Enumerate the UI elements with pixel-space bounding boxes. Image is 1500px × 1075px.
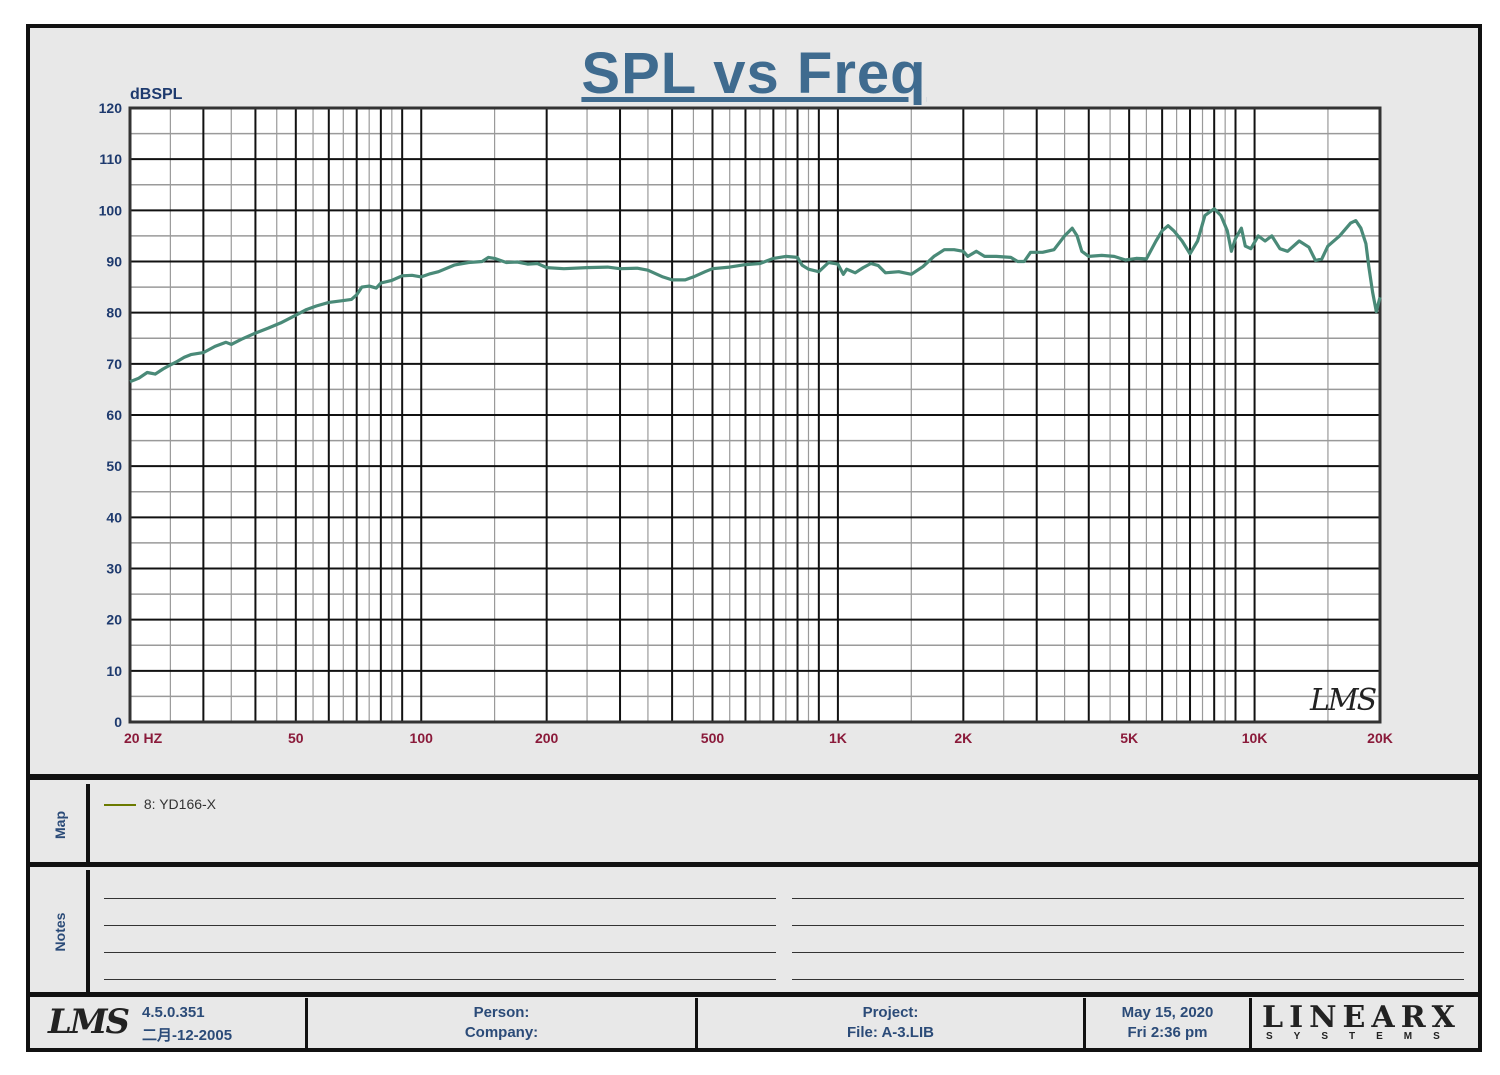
x-tick-label: 50 [288, 730, 304, 746]
legend-entry: 8: YD166-X [143, 796, 217, 812]
x-tick-label: 20K [1367, 730, 1393, 746]
x-tick-label: 100 [410, 730, 434, 746]
legend-swatch [104, 804, 136, 807]
time: Fri 2:36 pm [1127, 1024, 1208, 1041]
footer-version-cell: LMS 4.5.0.351 二月-12-2005 [34, 998, 308, 1048]
linearx-logo: LINEARX [1262, 1000, 1461, 1035]
project-label: Project: [862, 1004, 919, 1021]
y-tick-label: 70 [106, 356, 122, 372]
y-tick-label: 120 [99, 100, 123, 116]
lms-watermark: LMS [1309, 683, 1377, 718]
separator [30, 992, 1478, 997]
version: 4.5.0.351 [142, 1004, 205, 1021]
y-tick-label: 110 [99, 151, 122, 167]
y-tick-label: 60 [106, 407, 122, 423]
x-tick-label: 2K [954, 730, 972, 746]
y-tick-label: 30 [106, 561, 122, 577]
note-line [792, 952, 1464, 953]
person-label: Person: [473, 1004, 530, 1021]
date: May 15, 2020 [1121, 1004, 1214, 1021]
graph-panel: SPL vs Freq 0 10 20 30 40 50 60 70 80 90 100 110 120… [34, 32, 1474, 774]
separator [30, 862, 1478, 867]
linearx-subtitle: SYSTEMS [1266, 1031, 1461, 1042]
y-tick-label: 90 [106, 254, 122, 270]
plot-border [128, 106, 1382, 724]
series-line [129, 207, 1382, 384]
separator [30, 774, 1478, 780]
y-tick-label: 40 [106, 509, 122, 525]
y-tick-label: 100 [99, 202, 123, 218]
notes-label: Notes [52, 912, 68, 952]
file-label: File: A-3.LIB [847, 1024, 934, 1041]
y-tick-label: 50 [106, 458, 122, 474]
legend: 8: YD166-X [104, 796, 216, 812]
note-line [104, 925, 776, 926]
company-label: Company: [464, 1024, 539, 1041]
x-tick-label: 200 [535, 730, 559, 746]
note-line [792, 925, 1464, 926]
footer-date-cell: May 15, 2020 Fri 2:36 pm [1086, 998, 1252, 1048]
x-tick-label: 20 HZ [124, 730, 163, 746]
x-tick-label: 10K [1242, 730, 1268, 746]
map-label: Map [52, 811, 68, 839]
map-side-label: Map [34, 784, 90, 866]
lms-logo: LMS [48, 1002, 130, 1042]
x-tick-label: 1K [829, 730, 847, 746]
chart-title: SPL vs Freq [581, 41, 927, 106]
y-tick-label: 0 [114, 714, 122, 730]
note-line [104, 898, 776, 899]
spl-chart: 0 10 20 30 40 50 60 70 80 90 100 110 120 dBSPL 20 HZ 50… [99, 86, 1393, 746]
map-panel: Map 8: YD166-X [34, 784, 1474, 866]
note-line [104, 952, 776, 953]
x-tick-label: 5K [1120, 730, 1138, 746]
x-tick-label: 500 [701, 730, 725, 746]
footer-person-cell: Person: Company: [308, 998, 698, 1048]
note-line [792, 979, 1464, 980]
build-date: 二月-12-2005 [142, 1027, 233, 1044]
footer-brand-cell: LINEARX SYSTEMS [1252, 998, 1474, 1048]
footer: LMS 4.5.0.351 二月-12-2005 Person: Company… [34, 998, 1474, 1048]
footer-project-cell: Project: File: A-3.LIB [698, 998, 1086, 1048]
notes-panel: Notes [34, 870, 1474, 994]
y-tick-label: 10 [106, 663, 122, 679]
y-tick-label: 20 [106, 612, 122, 628]
report-frame: SPL vs Freq 0 10 20 30 40 50 60 70 80 90 100 110 120… [26, 24, 1482, 1052]
note-line [792, 898, 1464, 899]
note-line [104, 979, 776, 980]
y-tick-label: 80 [106, 305, 122, 321]
notes-side-label: Notes [34, 870, 90, 994]
y-axis-label: dBSPL [130, 86, 183, 103]
